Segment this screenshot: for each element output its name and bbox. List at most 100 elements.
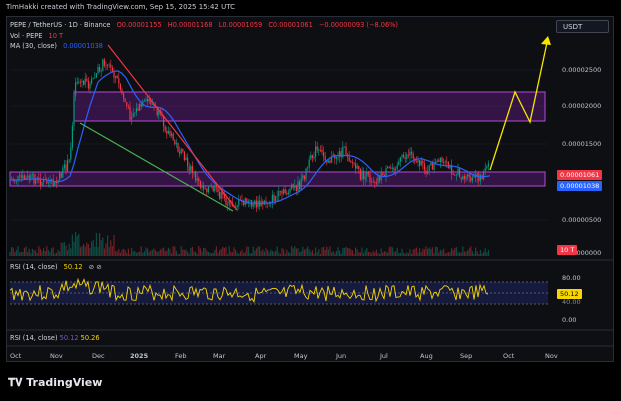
volume-bar (33, 250, 34, 256)
volume-bar (46, 246, 47, 256)
resistance-zone[interactable] (74, 92, 545, 121)
candle-body (203, 186, 204, 189)
volume-bar (278, 253, 279, 256)
candle-body (443, 162, 444, 163)
volume-bar (393, 252, 394, 256)
volume-bar (397, 248, 398, 256)
volume-bar (285, 254, 286, 256)
candle-body (35, 179, 36, 184)
volume-bar (369, 252, 370, 256)
volume-bar (171, 253, 172, 256)
candle-body (115, 76, 116, 78)
volume-bar (478, 254, 479, 256)
candle-body (211, 186, 212, 187)
volume-bar (294, 246, 295, 256)
volume-bar (57, 250, 58, 256)
volume-bar (152, 250, 153, 256)
candle-body (438, 160, 439, 162)
candle-body (446, 162, 447, 163)
footer-brand: TradingView (26, 376, 102, 389)
volume-bar (270, 250, 271, 256)
lower-trendline[interactable] (80, 123, 233, 211)
candle-body (238, 200, 239, 206)
candle-body (21, 175, 22, 178)
tradingview-logo[interactable]: 𝐓𝐕 TradingView (8, 376, 102, 390)
candle-body (249, 200, 250, 201)
volume-bar (45, 251, 46, 256)
candle-body (401, 155, 402, 157)
candle-body (149, 99, 150, 101)
volume-bar (409, 249, 410, 256)
volume-bar (325, 250, 326, 256)
candle-body (83, 81, 84, 85)
volume-bar (131, 248, 132, 256)
volume-bar (253, 247, 254, 256)
candle-body (184, 151, 185, 160)
volume-bar (198, 246, 199, 256)
candle-body (409, 152, 410, 156)
volume-bar (96, 233, 97, 256)
candle-body (357, 166, 358, 168)
volume-bar (24, 248, 25, 256)
volume-bar (145, 247, 146, 256)
candle-body (272, 195, 273, 203)
volume-bar (403, 253, 404, 256)
candle-body (445, 162, 446, 163)
volume-bar (389, 247, 390, 256)
candle-body (139, 104, 140, 111)
volume-bar (459, 252, 460, 256)
volume-bar (107, 235, 108, 256)
volume-bar (40, 249, 41, 256)
volume-bar (49, 252, 50, 256)
volume-bar (139, 252, 140, 256)
volume-bar (344, 248, 345, 256)
volume-bar (283, 249, 284, 256)
candle-body (288, 193, 289, 195)
volume-bar (480, 250, 481, 256)
candle-body (125, 99, 126, 102)
candle-body (286, 193, 287, 194)
candle-body (424, 164, 425, 171)
volume-bar (368, 252, 369, 256)
volume-bar (291, 246, 292, 256)
candle-body (54, 182, 55, 186)
volume-bar (259, 247, 260, 256)
volume-bar (75, 232, 76, 256)
candle-body (75, 82, 76, 95)
volume-bar (142, 253, 143, 256)
volume-bar (232, 252, 233, 256)
candle-body (465, 176, 466, 179)
candle-body (216, 186, 217, 187)
candle-body (408, 155, 409, 156)
volume-bar (425, 247, 426, 256)
candle-body (141, 104, 142, 107)
candle-body (353, 163, 354, 164)
candle-body (24, 175, 25, 179)
candle-body (70, 148, 71, 160)
volume-bar (136, 253, 137, 256)
candle-body (53, 179, 54, 186)
candle-body (305, 168, 306, 179)
volume-bar (416, 248, 417, 256)
candle-body (461, 177, 462, 179)
candle-body (88, 81, 89, 89)
volume-bar (184, 250, 185, 256)
candle-body (121, 90, 122, 94)
candle-body (361, 171, 362, 180)
candle-body (310, 155, 311, 159)
volume-bar (192, 247, 193, 256)
volume-bar (313, 253, 314, 256)
volume-bar (440, 250, 441, 256)
candle-body (107, 65, 108, 66)
candle-body (299, 182, 300, 190)
candle-body (219, 192, 220, 199)
candle-body (61, 173, 62, 178)
candle-body (382, 172, 383, 175)
candle-body (302, 175, 303, 178)
candle-body (360, 169, 361, 179)
candle-body (38, 178, 39, 179)
volume-bar (441, 251, 442, 256)
candle-body (422, 161, 423, 164)
volume-bar (83, 244, 84, 256)
